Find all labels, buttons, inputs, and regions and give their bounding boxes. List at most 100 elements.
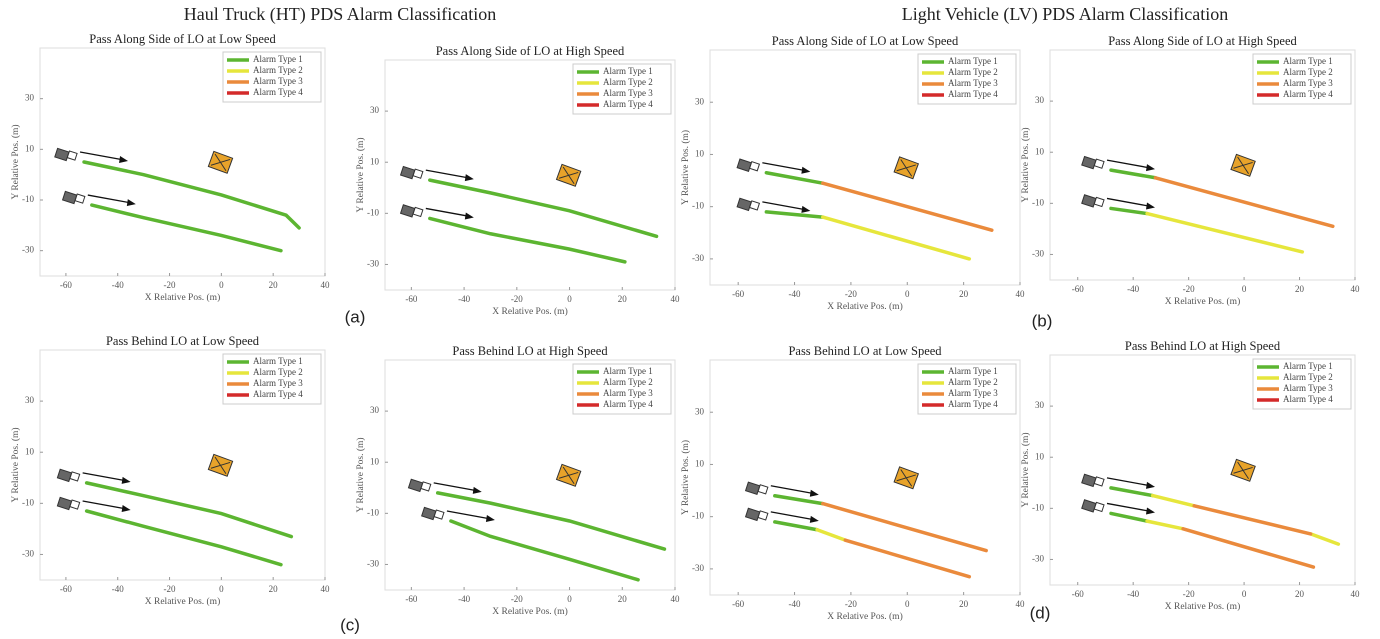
legend-label: Alarm Type 1 xyxy=(1283,56,1333,66)
direction-arrow-head xyxy=(119,156,129,163)
legend-label: Alarm Type 2 xyxy=(1283,67,1333,77)
panel-label: (b) xyxy=(1032,311,1053,330)
x-tick-label: 40 xyxy=(1351,589,1361,599)
panel-label: (a) xyxy=(345,307,366,326)
trajectory xyxy=(820,181,994,232)
lo-icon-cross xyxy=(896,159,916,177)
vehicle-icon xyxy=(749,200,761,211)
vehicle-icon xyxy=(412,206,424,218)
vehicle-icon xyxy=(74,193,86,204)
vehicle-icon xyxy=(736,197,752,212)
vehicle-icon xyxy=(1093,501,1105,513)
lo-icon-cross xyxy=(1233,156,1253,174)
y-tick-label: -30 xyxy=(692,253,704,263)
x-tick-label: -60 xyxy=(405,594,417,604)
direction-arrow xyxy=(1106,197,1152,208)
vehicle-icon xyxy=(433,509,445,520)
plot-area xyxy=(39,349,326,581)
y-tick-label: -10 xyxy=(692,201,704,211)
legend-label: Alarm Type 4 xyxy=(603,399,653,409)
x-tick-label: -20 xyxy=(1183,589,1195,599)
legend-label: Alarm Type 4 xyxy=(948,89,998,99)
trajectory xyxy=(764,170,825,219)
legend-label: Alarm Type 1 xyxy=(603,366,653,376)
x-tick-label: -40 xyxy=(1127,284,1139,294)
panel-label: (c) xyxy=(340,615,360,634)
x-tick-label: -20 xyxy=(845,599,857,609)
y-axis-label: Y Relative Pos. (m) xyxy=(1020,127,1031,202)
x-tick-label: 0 xyxy=(905,289,910,299)
vehicle-icon xyxy=(61,190,78,205)
x-tick-label: -60 xyxy=(1072,284,1084,294)
legend-label: Alarm Type 3 xyxy=(948,78,998,88)
direction-arrow xyxy=(762,201,807,211)
legend-label: Alarm Type 2 xyxy=(253,65,303,75)
x-tick-label: 0 xyxy=(1242,284,1247,294)
direction-arrow xyxy=(1106,159,1152,169)
y-tick-label: 30 xyxy=(370,405,380,415)
direction-arrow-head xyxy=(1146,164,1155,172)
y-tick-label: -10 xyxy=(367,207,379,217)
y-tick-label: 30 xyxy=(1035,400,1045,410)
y-tick-label: 10 xyxy=(1035,451,1045,461)
x-tick-label: -40 xyxy=(789,289,801,299)
direction-arrow xyxy=(425,207,470,218)
x-tick-label: 0 xyxy=(905,599,910,609)
vehicle-icon xyxy=(1081,499,1097,513)
x-tick-label: -60 xyxy=(732,289,744,299)
legend-label: Alarm Type 3 xyxy=(603,388,653,398)
x-tick-label: 40 xyxy=(321,280,331,290)
chart-title: Pass Behind LO at High Speed xyxy=(1125,339,1281,353)
y-tick-label: -30 xyxy=(1032,249,1044,259)
direction-arrow-head xyxy=(126,199,136,207)
x-tick-label: 40 xyxy=(1016,599,1026,609)
trajectory xyxy=(820,215,972,261)
y-tick-label: 10 xyxy=(1035,146,1045,156)
y-tick-label: 30 xyxy=(370,105,380,115)
vehicle-icon xyxy=(412,168,424,179)
y-axis-label: Y Relative Pos. (m) xyxy=(355,137,366,212)
x-axis-label: X Relative Pos. (m) xyxy=(827,301,902,312)
panel-label: (d) xyxy=(1030,603,1051,622)
y-tick-label: 10 xyxy=(695,459,705,469)
trajectory xyxy=(428,178,659,264)
direction-arrow xyxy=(770,511,815,521)
direction-arrow xyxy=(79,151,125,161)
legend-label: Alarm Type 4 xyxy=(948,399,998,409)
y-tick-label: -10 xyxy=(22,497,34,507)
y-tick-label: -10 xyxy=(1032,197,1044,207)
trajectory xyxy=(435,491,667,582)
trajectory xyxy=(1109,486,1155,523)
x-tick-label: -40 xyxy=(458,594,470,604)
x-tick-label: -40 xyxy=(1127,589,1139,599)
y-tick-label: -30 xyxy=(22,245,34,255)
vehicle-icon xyxy=(54,147,70,162)
vehicle-icon xyxy=(744,481,761,496)
lo-icon-cross xyxy=(210,153,231,171)
direction-arrow xyxy=(87,194,132,204)
y-axis-label: Y Relative Pos. (m) xyxy=(355,437,366,512)
legend-label: Alarm Type 1 xyxy=(948,56,998,66)
x-tick-label: 40 xyxy=(1016,289,1026,299)
vehicle-icon xyxy=(1081,473,1097,488)
x-tick-label: -20 xyxy=(845,289,857,299)
direction-arrow xyxy=(433,482,478,492)
vehicle-icon xyxy=(56,496,73,511)
trajectory xyxy=(820,501,988,579)
chart-title: Pass Behind LO at Low Speed xyxy=(788,344,942,358)
y-tick-label: 30 xyxy=(1035,95,1045,105)
trajectory xyxy=(815,527,848,542)
legend-label: Alarm Type 3 xyxy=(603,88,653,98)
x-tick-label: 20 xyxy=(269,280,279,290)
x-tick-label: 20 xyxy=(618,594,628,604)
lo-icon-cross xyxy=(896,469,916,487)
x-tick-label: 20 xyxy=(1295,284,1305,294)
plot-area xyxy=(709,49,1021,286)
legend-label: Alarm Type 4 xyxy=(603,99,653,109)
x-tick-label: 0 xyxy=(219,584,224,594)
y-tick-label: -10 xyxy=(367,507,379,517)
chart-title: Pass Along Side of LO at Low Speed xyxy=(89,32,276,46)
x-tick-label: 20 xyxy=(959,289,969,299)
trajectory xyxy=(1145,493,1341,546)
